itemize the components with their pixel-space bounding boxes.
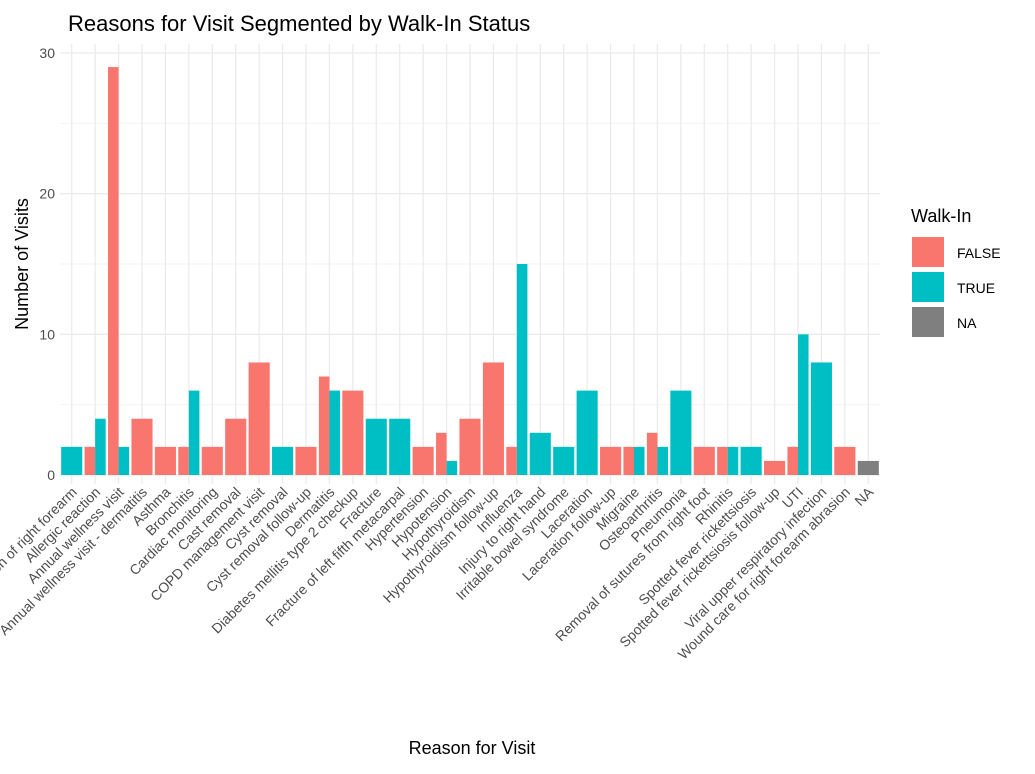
legend-swatch bbox=[912, 237, 944, 267]
bar bbox=[248, 362, 270, 475]
y-tick-label: 0 bbox=[47, 467, 55, 483]
bar bbox=[188, 390, 200, 475]
bar bbox=[178, 446, 189, 475]
bar bbox=[787, 446, 798, 475]
bar bbox=[118, 446, 130, 475]
bar bbox=[329, 390, 340, 475]
y-axis: 0 10 20 30 bbox=[39, 45, 55, 483]
x-tick-label: NA bbox=[851, 483, 877, 509]
y-axis-title: Number of Visits bbox=[12, 198, 32, 330]
bar bbox=[61, 446, 83, 475]
x-axis-title: Reason for Visit bbox=[409, 738, 536, 758]
bar bbox=[318, 376, 330, 475]
bar bbox=[95, 418, 106, 475]
bar bbox=[623, 446, 634, 475]
bar bbox=[670, 390, 692, 475]
legend-label: NA bbox=[957, 315, 977, 331]
bar bbox=[108, 67, 119, 476]
bar bbox=[727, 446, 739, 475]
legend-swatch bbox=[912, 307, 944, 337]
bar bbox=[810, 362, 832, 475]
legend-swatch bbox=[912, 272, 944, 302]
bar bbox=[436, 432, 447, 475]
bars bbox=[61, 67, 879, 476]
bar bbox=[764, 460, 786, 475]
bar bbox=[693, 446, 715, 475]
bar bbox=[657, 446, 668, 475]
legend: Walk-In FALSE TRUE NA bbox=[911, 206, 1001, 337]
bar bbox=[154, 446, 176, 475]
bar bbox=[717, 446, 728, 475]
chart-title: Reasons for Visit Segmented by Walk-In S… bbox=[68, 11, 530, 36]
bar bbox=[412, 446, 434, 475]
bar bbox=[389, 418, 411, 475]
y-tick-label: 30 bbox=[39, 45, 55, 61]
bar bbox=[834, 446, 856, 475]
bar bbox=[576, 390, 598, 475]
bar bbox=[295, 446, 317, 475]
grid-lines bbox=[60, 44, 880, 484]
bar bbox=[529, 432, 551, 475]
y-tick-label: 10 bbox=[39, 326, 55, 342]
bar bbox=[342, 390, 364, 475]
bar bbox=[459, 418, 481, 475]
bar bbox=[634, 446, 645, 475]
bar bbox=[84, 446, 96, 475]
legend-label: FALSE bbox=[957, 245, 1001, 261]
bar bbox=[516, 264, 528, 475]
bar bbox=[857, 460, 879, 475]
legend-title: Walk-In bbox=[911, 206, 971, 226]
bar bbox=[365, 418, 387, 475]
bar bbox=[131, 418, 153, 475]
bar bbox=[201, 446, 223, 475]
bar bbox=[506, 446, 517, 475]
bar bbox=[798, 334, 809, 475]
y-tick-label: 20 bbox=[39, 186, 55, 202]
bar bbox=[272, 446, 294, 475]
bar bbox=[446, 460, 458, 475]
bar bbox=[740, 446, 762, 475]
bar bbox=[225, 418, 247, 475]
bar bbox=[600, 446, 622, 475]
bar bbox=[646, 432, 658, 475]
bar bbox=[482, 362, 504, 475]
bar bbox=[553, 446, 575, 475]
legend-label: TRUE bbox=[957, 280, 995, 296]
